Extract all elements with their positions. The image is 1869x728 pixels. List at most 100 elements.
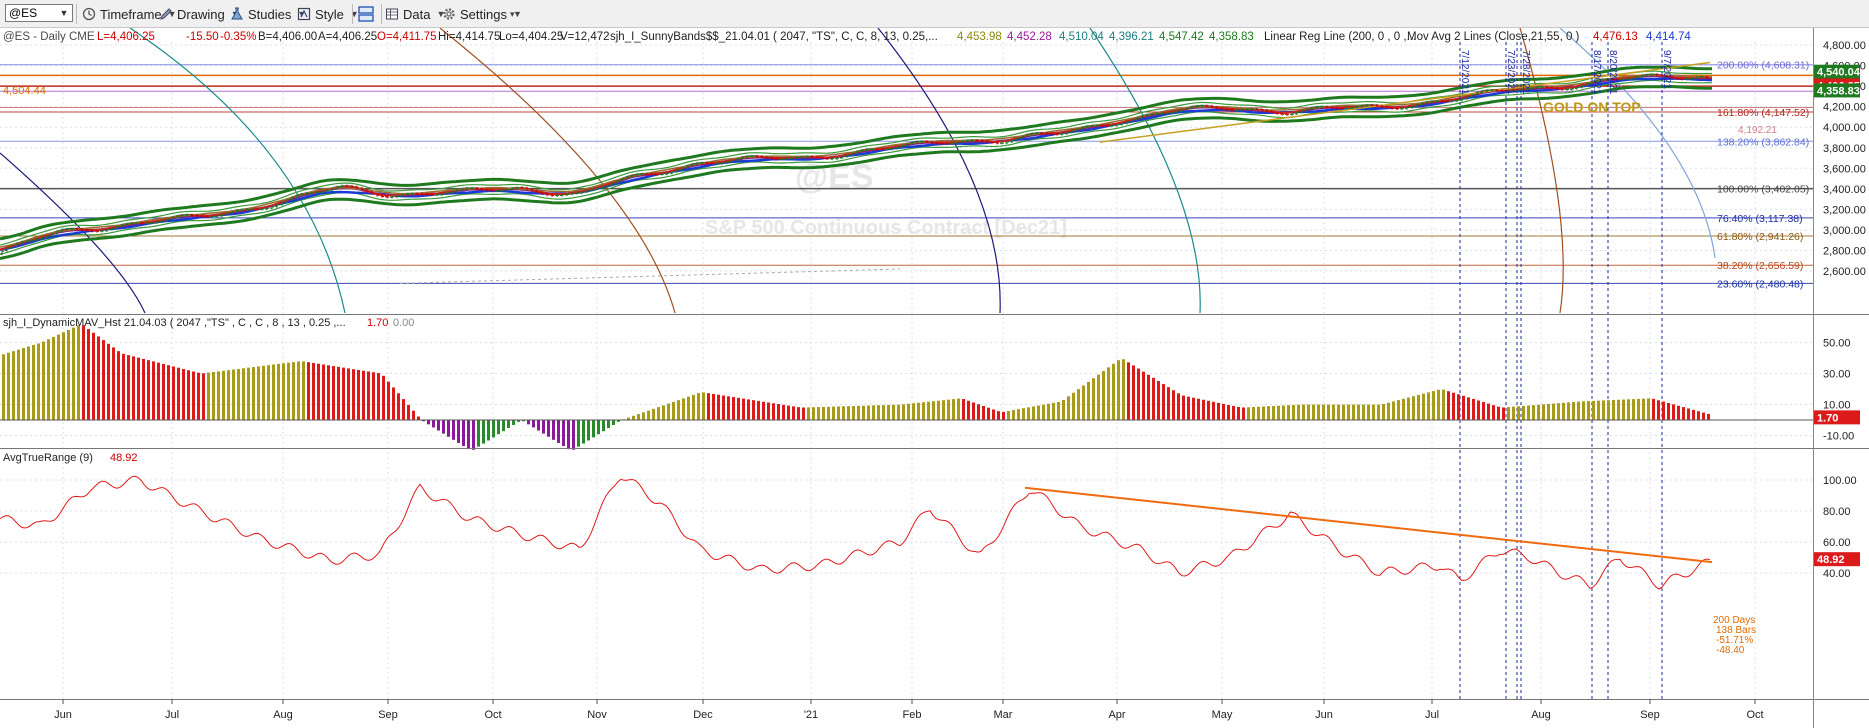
histogram-bar [1097,374,1100,420]
histogram-bar [1547,403,1550,420]
histogram-bar [502,420,505,432]
histogram-bar [12,351,15,420]
time-axis-label: Jul [1425,709,1439,721]
symbol-dropdown-icon[interactable]: ▼ [59,8,69,18]
reference-price-label: 4,504.44 [3,85,46,97]
fib-label: 76.40% (3,117.38) [1717,213,1803,225]
histogram-bar [1637,398,1640,420]
histogram-bar [1542,404,1545,420]
fib-arcs [0,28,1716,314]
histogram-bar [887,404,890,420]
time-axis-label: Aug [273,709,293,721]
histogram-bar [917,402,920,420]
study1-label: sjh_I_SunnyBands$$_21.04.01 ( 2047, "TS"… [610,31,938,43]
histogram-bar [657,407,660,420]
histogram-bar [1357,404,1360,420]
histogram-axis-label: 30.00 [1823,369,1851,381]
fib-label: 100.00% (3,402.05) [1717,184,1809,196]
data-button[interactable]: Data ▼ [385,4,445,24]
symbol-value: @ES [9,6,38,20]
histogram-bar [557,420,560,443]
fib-label: 23.60% (2,480.48) [1717,278,1803,290]
histogram-bar [242,368,245,420]
histogram-bar [307,362,310,420]
histogram-bar [707,393,710,420]
histogram-bar [597,420,600,435]
last-price: L=4,406.25 [97,31,155,43]
style-button[interactable]: Style ▼ [297,4,359,24]
histogram-bar [682,398,685,420]
histogram-bar [662,405,665,420]
drawing-label: Drawing [177,6,225,22]
histogram-bar [447,420,450,437]
histogram-bar [1062,399,1065,420]
clock-icon [82,7,96,21]
histogram-bar [1692,409,1695,420]
price-tag-box [1814,64,1860,79]
histogram-bar [1272,405,1275,420]
histogram-bar [317,363,320,420]
histogram-bar [512,420,515,425]
time-axis-label: '21 [804,709,818,721]
histogram-bar [672,401,675,420]
histogram-bar [957,398,960,420]
histogram-bar [1487,403,1490,420]
histogram-bar [1672,404,1675,420]
histogram-bar [1282,405,1285,420]
chart-area[interactable]: @ES S&P 500 Continuous Contract [Dec21] … [0,28,1869,728]
histogram-bar [1467,397,1470,420]
histogram-bar [142,358,145,420]
date-marker-label: 7/23/2021 [1505,50,1516,95]
histogram-bar [647,410,650,420]
histogram-bar [132,356,135,420]
histogram-bar [832,406,835,420]
histogram-bar [1217,402,1220,420]
histogram-bar [1167,387,1170,420]
histogram-bar [347,368,350,420]
histogram-bar [127,355,130,420]
histogram-bar [792,406,795,420]
histogram-bar [582,420,585,444]
drawing-button[interactable]: Drawing▼ [159,4,240,24]
histogram-bar [927,401,930,420]
histogram-bar [457,420,460,443]
studies-button[interactable]: Studies ▼ [230,4,306,24]
histogram-bar [442,420,445,434]
histogram-bar [667,403,670,420]
symbol-input[interactable]: @ES [5,4,73,22]
histogram-bar [482,420,485,444]
histogram-bar [227,370,230,420]
histogram-bar [107,343,110,420]
histogram-bar [342,367,345,420]
histogram-bar [552,420,555,440]
fib-label: 38.20% (2,656.59) [1717,260,1803,272]
atr-line-path [0,475,1711,590]
histogram-bar [1047,403,1050,420]
histogram-bar [1482,402,1485,420]
more-button[interactable]: ▾ [508,4,515,24]
histogram-bar [722,395,725,420]
fib-arc [0,152,146,314]
histogram-bar [1647,398,1650,420]
price-axis-label: 2,800.00 [1823,246,1866,258]
settings-button[interactable]: Settings ▼ [442,4,522,24]
histogram-bar [1447,391,1450,420]
histogram-bar [1492,405,1495,420]
histogram-bar [1682,407,1685,420]
timeframe-button[interactable]: Timeframe ▼ [82,4,177,24]
price-axis-label: 4,200.00 [1823,102,1866,114]
histogram-bar [1372,404,1375,420]
histogram-bar [727,396,730,420]
histogram-bar [252,367,255,420]
panels-button[interactable] [357,4,375,24]
histogram-bar [547,420,550,437]
histogram-bar [1677,405,1680,420]
price-tag-box [1814,410,1860,425]
fib-label: 138.20% (3,862.84) [1717,136,1809,148]
panels-icon [358,6,374,22]
time-axis-label: Apr [1108,709,1125,721]
histogram-bar [352,369,355,420]
histogram-bar [432,420,435,428]
price-tag-box [1814,83,1860,98]
histogram-bar [1292,404,1295,420]
